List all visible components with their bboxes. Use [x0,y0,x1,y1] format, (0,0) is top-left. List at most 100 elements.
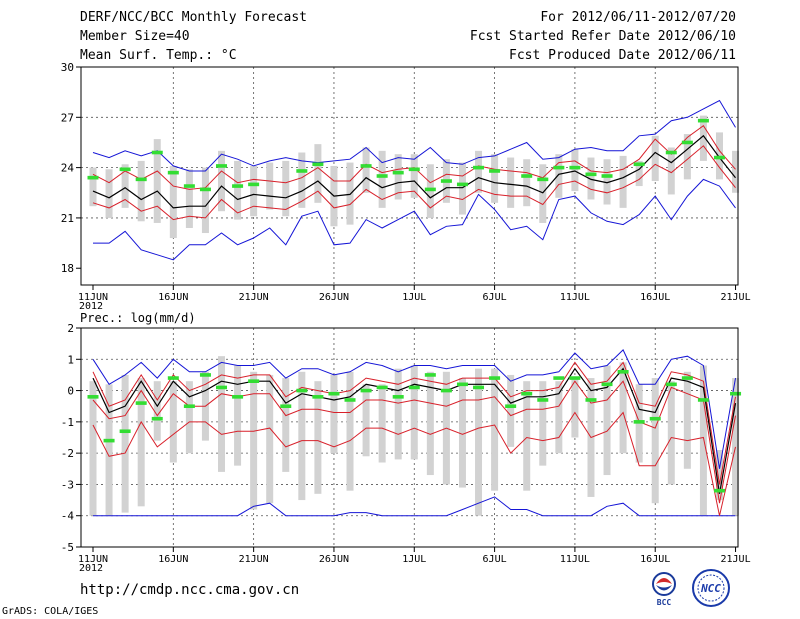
prec-ytick-label: -3 [61,478,74,491]
temp-spread-box [282,160,290,217]
temp-obs-marker [713,155,725,160]
fcst-produced-date: Fcst Produced Date 2012/06/11 [509,48,736,63]
temp-spread-box [234,160,242,220]
temp-obs-marker [216,164,228,168]
chart-title: DERF/NCC/BCC Monthly Forecast [80,10,307,25]
temp-spread-box [539,164,547,223]
prec-xtick-label: 21JUN [239,554,269,565]
prec-obs-marker [232,395,244,399]
temp-spread-box [185,169,193,228]
prec-spread-box [539,381,547,466]
prec-spread-box [683,371,691,469]
temp-ytick-label: 30 [61,61,74,74]
temp-ytick-label: 18 [61,262,74,275]
prec-obs-marker [537,398,549,402]
temp-spread-box [266,162,274,210]
temp-panel: 18 21 24 27 30 11JUN 16JUN 21JUN 26JUN 1JUL 6JUL 11… [61,61,751,312]
temp-obs-marker [167,170,179,175]
prec-spread-box [555,381,563,454]
ncc-logo-ring-icon [697,574,725,602]
prec-spread-box [491,368,499,491]
prec-spread-box [619,362,627,454]
temp-obs-marker [183,184,195,188]
temp-xtick-label: 21JUL [720,292,750,303]
prec-frame [80,327,739,548]
temp-spread-box [298,152,306,208]
temp-spread-box [121,164,129,208]
prec-spread-box [603,365,611,476]
prec-mean-line [92,367,737,494]
temp-obs-marker [601,174,613,178]
temp-spread-box [89,167,97,207]
prec-spread-box [571,378,579,438]
temp-obs-marker [296,169,308,173]
prec-spread-box [410,365,418,460]
source-url[interactable]: http://cmdp.ncc.cma.gov.cn [80,582,300,598]
prec-obs-marker [328,391,340,396]
temp-spread-box [603,159,611,205]
temp-xtick-label: 16JUL [640,292,670,303]
temp-spread-box [410,154,418,198]
prec-spread-box [298,371,306,501]
prec-spread-box [715,450,723,501]
temp-obs-marker [569,165,581,170]
temp-obs-marker [697,118,709,123]
temp-spread-box [475,150,483,193]
temp-xtick-label: 16JUN [158,292,188,303]
prec-spread-box [651,378,659,504]
prec-obs-marker [601,382,613,387]
prec-year-label: 2012 [79,563,103,574]
prec-spread-box [458,378,466,488]
temp-obs-marker [232,184,244,188]
prec-obs-marker [103,438,115,443]
prec-spread-box [330,374,338,454]
prec-spread-box [137,378,145,507]
prec-obs-marker [87,395,99,399]
temp-spread-box [250,165,258,217]
temp-spread-box [153,139,161,223]
prec-obs-marker [617,370,629,374]
temp-obs-marker [473,165,485,170]
temp-obs-marker [199,187,211,192]
forecast-period: For 2012/06/11-2012/07/20 [540,10,736,25]
prec-obs-marker [135,401,147,405]
prec-obs-marker [376,385,388,390]
prec-spread-box [218,356,226,472]
prec-spread-box [105,384,113,516]
prec-ytick-label: 0 [67,385,74,398]
prec-xtick-label: 1JUL [402,554,426,565]
prec-spread-box [282,378,290,472]
prec-spread-box [169,381,177,463]
prec-min-line [93,496,736,517]
temp-obs-marker [537,177,549,182]
prec-ytick-label: 1 [67,353,74,366]
prec-obs-marker [151,416,163,421]
temp-lower-envelope-line [93,178,736,261]
prec-spread-box [426,371,434,476]
temp-spread-box [137,160,145,222]
prec-spread-box [699,365,707,516]
prec-spread-box [394,368,402,460]
temp-obs-marker [360,164,372,168]
prec-spread-box [153,381,161,441]
prec-ytick-label: -1 [61,416,74,429]
temp-spread-box [491,154,499,203]
temp-xtick-label: 1JUL [402,292,426,303]
temp-obs-marker [633,162,645,167]
temp-xtick-label: 21JUN [239,292,269,303]
prec-obs-marker [280,404,292,409]
temp-spread-box [314,144,322,203]
prec-panel: -5 -4 -3 -2 -1 0 1 2 11JUN 16JUN 21JUN 26JUN 1JUL 6JU… [61,311,751,574]
temp-xtick-label: 6JUL [483,292,507,303]
prec-obs-marker [119,429,131,434]
temp-obs-marker [248,182,260,187]
temp-obs-marker [553,165,565,170]
prec-lower-spread-line [92,380,736,504]
prec-obs-marker [649,416,661,421]
prec-obs-marker [569,376,581,380]
temp-spread-box [587,157,595,200]
fcst-started-date: Fcst Started Refer Date 2012/06/10 [469,29,736,44]
temp-frame [80,66,739,286]
